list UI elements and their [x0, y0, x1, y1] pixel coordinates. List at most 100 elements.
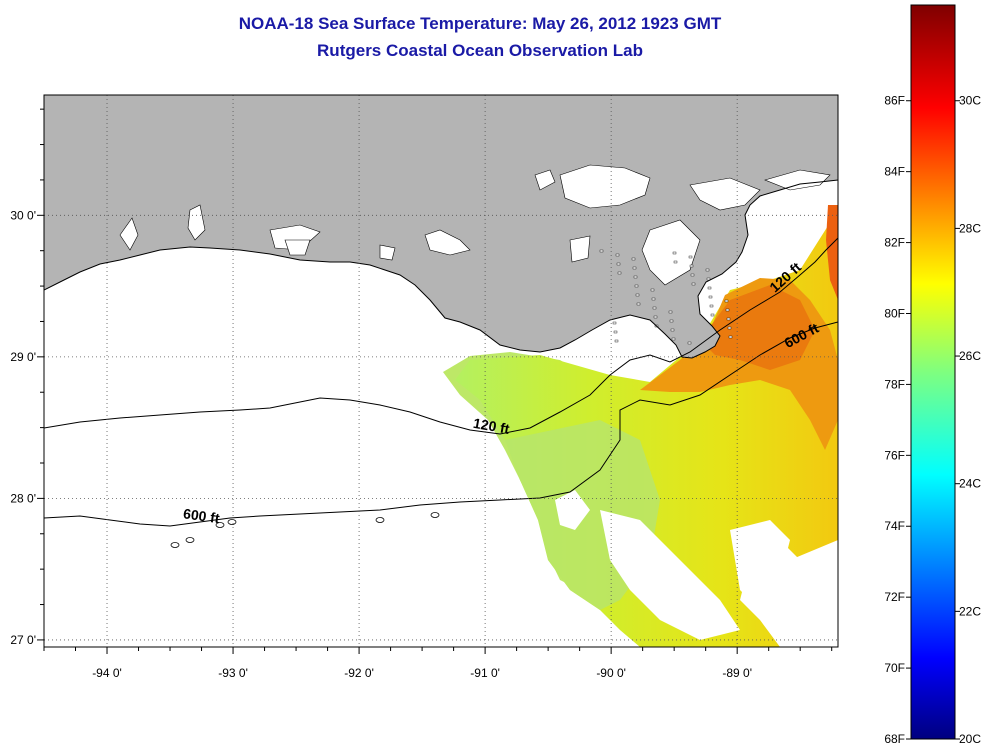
inland-water-5 — [569, 235, 591, 263]
lat-tick-label: 29 0' — [10, 350, 36, 364]
celsius-label: 24C — [959, 477, 981, 491]
marsh-fleck — [615, 253, 620, 257]
lon-tick-label: -89 0' — [722, 666, 752, 680]
lon-tick-label: -90 0' — [596, 666, 626, 680]
fahrenheit-label: 76F — [884, 448, 905, 462]
marsh-fleck — [631, 257, 636, 261]
cloud-gap-2 — [730, 520, 790, 610]
marsh-fleck — [633, 275, 638, 279]
inland-water-1 — [559, 164, 651, 209]
fahrenheit-label: 68F — [884, 732, 905, 746]
inland-water-4 — [284, 239, 311, 256]
bank-outline — [375, 517, 385, 523]
isobath-600ft — [44, 321, 838, 527]
inland-water-3 — [269, 224, 321, 251]
celsius-label: 28C — [959, 221, 981, 235]
marsh-fleck — [670, 328, 675, 332]
celsius-label: 22C — [959, 604, 981, 618]
coastline — [44, 179, 838, 359]
celsius-label: 26C — [959, 349, 981, 363]
lat-tick-label: 28 0' — [10, 491, 36, 505]
lon-tick-label: -94 0' — [92, 666, 122, 680]
marsh-fleck — [636, 302, 641, 306]
cloud-gap-4 — [555, 490, 590, 530]
marsh-fleck — [635, 293, 640, 297]
marsh-fleck — [672, 251, 677, 255]
marsh-fleck — [706, 277, 711, 281]
marsh-fleck — [616, 262, 621, 266]
marsh-fleck — [689, 264, 694, 268]
marsh-fleck — [690, 273, 695, 277]
marsh-fleck — [687, 341, 692, 345]
fahrenheit-label: 72F — [884, 590, 905, 604]
cloud-gap-1 — [600, 510, 740, 640]
lat-tick-label: 30 0' — [10, 208, 36, 222]
fahrenheit-label: 78F — [884, 377, 905, 391]
cloud-gap-3 — [790, 540, 838, 620]
marsh-fleck — [688, 255, 693, 259]
marsh-fleck — [668, 310, 673, 314]
bank-outline — [215, 522, 225, 528]
lon-tick-label: -92 0' — [344, 666, 374, 680]
bank-outline — [170, 542, 180, 548]
fahrenheit-label: 74F — [884, 519, 905, 533]
marsh-fleck — [727, 326, 732, 330]
marsh-fleck — [651, 297, 656, 301]
marsh-fleck — [613, 330, 618, 334]
marsh-fleck — [632, 266, 637, 270]
land-mass — [44, 95, 838, 358]
inland-water-8 — [119, 217, 139, 251]
marsh-fleck — [725, 308, 730, 312]
colorbar — [910, 4, 956, 740]
marsh-fleck — [650, 288, 655, 292]
sst-warm-edge — [826, 205, 838, 300]
fahrenheit-label: 84F — [884, 165, 905, 179]
marsh-fleck — [599, 249, 604, 253]
marsh-fleck — [707, 286, 712, 290]
marsh-fleck — [709, 304, 714, 308]
celsius-label: 20C — [959, 732, 981, 746]
marsh-fleck — [612, 321, 617, 325]
inland-water-2 — [534, 169, 556, 191]
marsh-fleck — [669, 319, 674, 323]
bank-outline — [227, 519, 237, 525]
inland-water-6 — [424, 229, 471, 256]
marsh-fleck — [691, 282, 696, 286]
marsh-fleck — [634, 284, 639, 288]
inland-water-10 — [689, 177, 761, 211]
marsh-fleck — [708, 295, 713, 299]
lon-tick-label: -93 0' — [218, 666, 248, 680]
isobath-120ft — [44, 237, 838, 435]
marsh-fleck — [673, 260, 678, 264]
fahrenheit-label: 82F — [884, 236, 905, 250]
bank-outline — [185, 537, 195, 543]
fahrenheit-label: 80F — [884, 306, 905, 320]
fahrenheit-label: 86F — [884, 94, 905, 108]
fahrenheit-label: 70F — [884, 661, 905, 675]
marsh-fleck — [710, 313, 715, 317]
bank-outline — [430, 512, 440, 518]
marsh-fleck — [724, 299, 729, 303]
contour-label: 600 ft — [182, 505, 221, 526]
sst-warm-core — [700, 285, 815, 370]
marsh-fleck — [726, 317, 731, 321]
marsh-fleck — [705, 268, 710, 272]
inland-water-7 — [187, 204, 206, 241]
marsh-fleck — [617, 271, 622, 275]
marsh-fleck — [728, 335, 733, 339]
marsh-fleck — [652, 306, 657, 310]
map-title: NOAA-18 Sea Surface Temperature: May 26,… — [238, 14, 722, 33]
inland-water-9 — [379, 244, 396, 261]
lon-tick-label: -91 0' — [470, 666, 500, 680]
inland-water-12 — [641, 219, 701, 286]
celsius-label: 30C — [959, 94, 981, 108]
map-frame — [43, 94, 839, 648]
contour-label: 120 ft — [472, 415, 511, 437]
marsh-fleck — [614, 339, 619, 343]
marsh-fleck — [671, 337, 676, 341]
lat-tick-label: 27 0' — [10, 633, 36, 647]
marsh-fleck — [653, 315, 658, 319]
map-subtitle: Rutgers Coastal Ocean Observation Lab — [317, 41, 643, 60]
